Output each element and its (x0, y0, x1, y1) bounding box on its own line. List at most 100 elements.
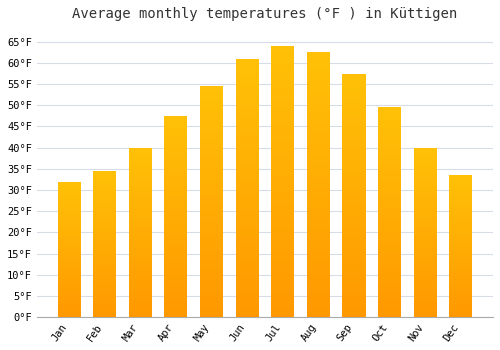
Bar (93, 209, 116, 211)
Bar (378, 189, 401, 191)
Bar (164, 252, 188, 254)
Bar (164, 181, 188, 184)
Bar (449, 248, 472, 250)
Bar (414, 224, 436, 226)
Bar (271, 158, 294, 161)
Bar (414, 277, 436, 279)
Bar (378, 126, 401, 128)
Bar (200, 242, 223, 245)
Bar (164, 272, 188, 274)
Bar (200, 170, 223, 173)
Bar (58, 188, 80, 190)
Bar (307, 310, 330, 314)
Bar (58, 224, 80, 226)
Bar (307, 241, 330, 244)
Bar (378, 275, 401, 278)
Bar (378, 262, 401, 265)
Bar (378, 259, 401, 262)
Bar (236, 104, 258, 107)
Bar (236, 214, 258, 217)
Bar (271, 110, 294, 114)
Bar (449, 196, 472, 198)
Bar (271, 314, 294, 317)
Bar (164, 232, 188, 234)
Bar (378, 294, 401, 296)
Bar (414, 313, 436, 315)
Bar (58, 222, 80, 224)
Bar (449, 253, 472, 255)
Bar (93, 233, 116, 235)
Bar (414, 273, 436, 275)
Bar (164, 116, 188, 118)
Bar (236, 204, 258, 207)
Bar (164, 211, 188, 214)
Bar (200, 254, 223, 257)
Bar (93, 239, 116, 240)
Bar (164, 206, 188, 209)
Bar (236, 298, 258, 301)
Bar (307, 165, 330, 168)
Bar (449, 181, 472, 182)
Bar (378, 288, 401, 291)
Bar (200, 89, 223, 92)
Bar (164, 176, 188, 179)
Bar (93, 293, 116, 295)
Bar (271, 100, 294, 104)
Bar (164, 307, 188, 309)
Bar (378, 139, 401, 141)
Bar (342, 268, 365, 272)
Bar (200, 303, 223, 306)
Bar (200, 187, 223, 190)
Bar (128, 218, 152, 220)
Bar (200, 167, 223, 170)
Bar (200, 153, 223, 155)
Bar (164, 164, 188, 166)
Bar (236, 133, 258, 136)
Bar (93, 264, 116, 266)
Bar (342, 204, 365, 208)
Bar (128, 300, 152, 302)
Bar (58, 249, 80, 251)
Bar (449, 287, 472, 289)
Bar (200, 265, 223, 268)
Bar (58, 236, 80, 237)
Bar (200, 138, 223, 141)
Bar (307, 208, 330, 211)
Bar (200, 219, 223, 222)
Bar (378, 238, 401, 241)
Bar (93, 281, 116, 282)
Bar (414, 304, 436, 307)
Bar (307, 258, 330, 261)
Bar (164, 274, 188, 277)
Bar (58, 183, 80, 185)
Bar (271, 290, 294, 293)
Bar (128, 182, 152, 184)
Bar (236, 168, 258, 172)
Bar (128, 315, 152, 317)
Bar (164, 285, 188, 287)
Bar (378, 165, 401, 168)
Bar (200, 282, 223, 285)
Bar (128, 268, 152, 271)
Bar (307, 284, 330, 287)
Bar (200, 291, 223, 294)
Bar (93, 251, 116, 253)
Bar (414, 292, 436, 294)
Bar (236, 152, 258, 156)
Bar (164, 131, 188, 133)
Bar (128, 154, 152, 156)
Bar (449, 262, 472, 264)
Bar (58, 276, 80, 278)
Bar (200, 92, 223, 95)
Bar (449, 227, 472, 229)
Bar (307, 85, 330, 89)
Bar (342, 138, 365, 140)
Bar (58, 192, 80, 194)
Bar (414, 247, 436, 249)
Bar (58, 243, 80, 244)
Bar (236, 281, 258, 285)
Bar (236, 172, 258, 175)
Bar (128, 298, 152, 300)
Bar (342, 79, 365, 83)
Bar (342, 128, 365, 131)
